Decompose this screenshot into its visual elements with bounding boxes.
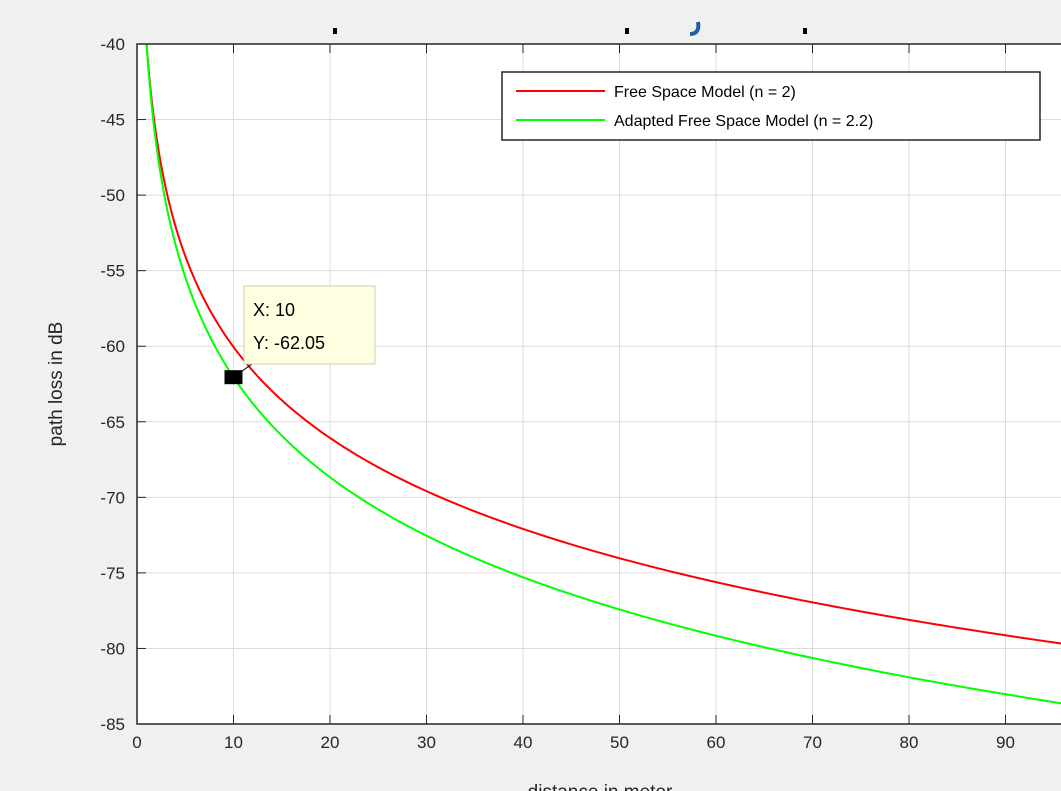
x-axis-label: distance in meter [528, 782, 673, 791]
y-tick-label: -65 [100, 413, 125, 432]
data-tip-box [243, 285, 376, 365]
title-fragment [689, 21, 701, 36]
y-tick-label: -50 [100, 186, 125, 205]
grid [136, 43, 1061, 725]
x-tick-label: 20 [321, 733, 340, 752]
axis-ticks [136, 43, 1006, 725]
y-tick-label: -45 [100, 111, 125, 130]
x-tick-label: 60 [707, 733, 726, 752]
y-tick-label: -55 [100, 262, 125, 281]
y-tick-label: -75 [100, 564, 125, 583]
y-axis-label: path loss in dB [46, 322, 67, 447]
plot-area [137, 44, 1061, 724]
x-tick-label: 40 [514, 733, 533, 752]
title-fragment [333, 28, 337, 34]
data-tip-marker[interactable] [224, 370, 243, 385]
legend-label-free-space: Free Space Model (n = 2) [614, 84, 796, 101]
x-tick-label: 10 [224, 733, 243, 752]
y-tick-label: -70 [100, 488, 125, 507]
x-tick-label: 30 [417, 733, 436, 752]
x-tick-label: 70 [803, 733, 822, 752]
y-tick-label: -40 [100, 35, 125, 54]
cropped-title [333, 21, 807, 36]
data-tip-x: X: 10 [253, 300, 295, 320]
legend[interactable]: Free Space Model (n = 2) Adapted Free Sp… [501, 71, 1041, 141]
series-line-0 [145, 44, 1061, 645]
x-tick-label: 0 [132, 733, 141, 752]
x-tick-label: 80 [900, 733, 919, 752]
x-tick-label: 90 [996, 733, 1015, 752]
legend-box [501, 71, 1041, 141]
x-tick-label: 50 [610, 733, 629, 752]
y-tick-label: -85 [100, 715, 125, 734]
data-tip-y: Y: -62.05 [253, 333, 325, 353]
series-layer [145, 44, 1061, 705]
tick-labels: 0102030405060708090100-85-80-75-70-65-60… [100, 35, 1015, 752]
title-fragment [803, 28, 807, 34]
y-tick-label: -80 [100, 639, 125, 658]
y-tick-label: -60 [100, 337, 125, 356]
series-line-1 [145, 44, 1061, 705]
title-fragment [625, 28, 629, 34]
legend-label-adapted: Adapted Free Space Model (n = 2.2) [614, 113, 873, 130]
data-tip[interactable]: X: 10 Y: -62.05 [224, 285, 376, 385]
